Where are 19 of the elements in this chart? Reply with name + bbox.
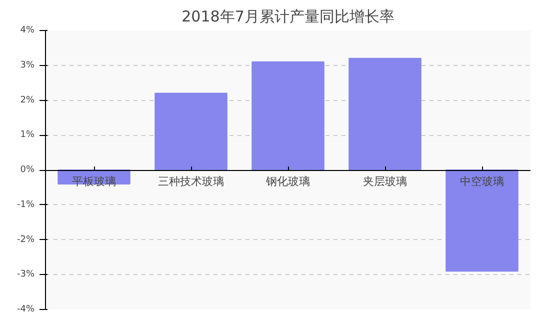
x-tick-label: 中空玻璃: [460, 175, 504, 188]
x-tick-label: 钢化玻璃: [265, 175, 310, 188]
y-tick-label: 1%: [20, 130, 35, 140]
x-tick-label: 夹层玻璃: [363, 175, 407, 188]
y-tick-label: -3%: [16, 270, 35, 280]
y-tick-label: -4%: [16, 304, 35, 314]
y-tick-label: -2%: [16, 234, 35, 245]
chart-title: 2018年7月累计产量同比增长率: [182, 8, 394, 26]
bar: [348, 58, 422, 170]
y-tick-label: -1%: [16, 200, 35, 210]
x-tick-label: 三种技术玻璃: [158, 175, 224, 188]
y-tick-label: 4%: [20, 26, 35, 36]
y-tick-label: 2%: [20, 95, 35, 106]
bar: [252, 61, 324, 170]
bar: [154, 92, 228, 170]
y-tick-label: 3%: [20, 60, 35, 70]
bar: [446, 170, 518, 272]
y-tick-label: 0%: [20, 165, 35, 175]
x-tick-label: 平板玻璃: [72, 175, 116, 188]
